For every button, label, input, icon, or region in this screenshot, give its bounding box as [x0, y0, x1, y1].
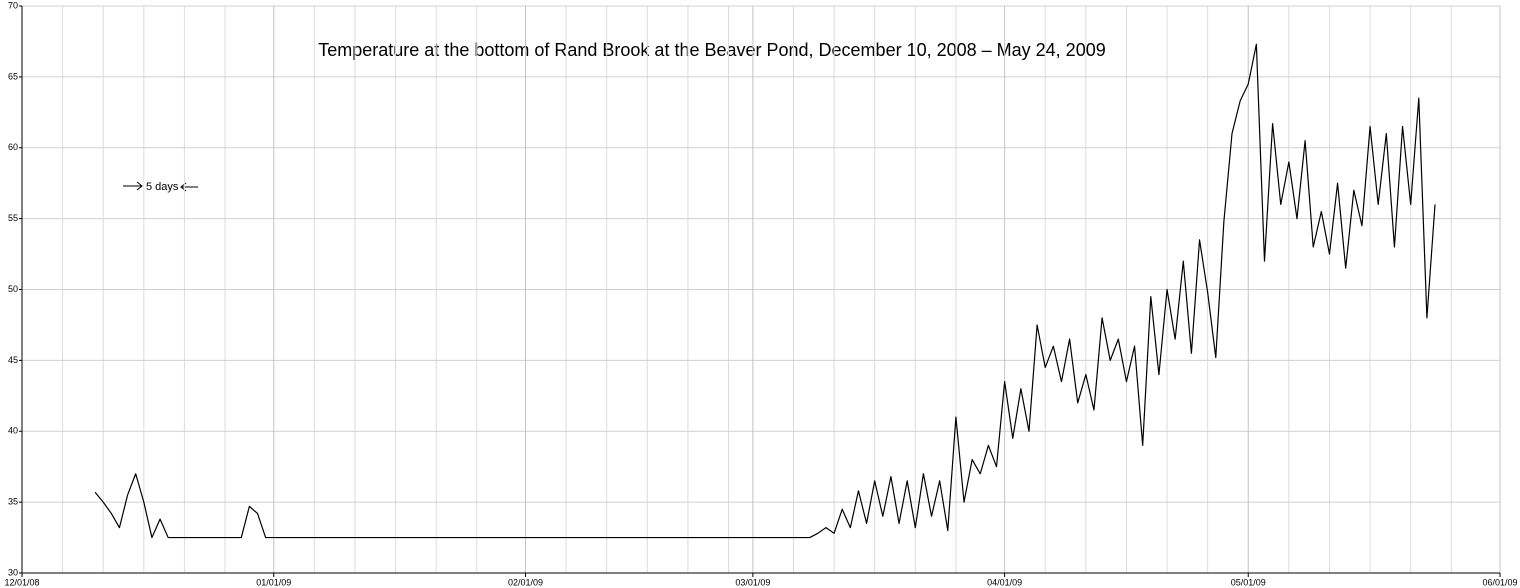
- x-tick-label: 05/01/09: [1231, 577, 1266, 587]
- y-tick-label: 40: [8, 426, 18, 436]
- y-tick-label: 70: [8, 0, 18, 10]
- x-tick-label: 02/01/09: [508, 577, 543, 587]
- y-tick-label: 65: [8, 71, 18, 81]
- y-tick-label: 60: [8, 142, 18, 152]
- chart-title: Temperature at the bottom of Rand Brook …: [318, 40, 1105, 60]
- x-tick-label: 06/01/09: [1482, 577, 1517, 587]
- y-tick-label: 55: [8, 213, 18, 223]
- y-tick-label: 45: [8, 355, 18, 365]
- annotation: 5 days: [146, 181, 179, 193]
- x-tick-label: 01/01/09: [256, 577, 291, 587]
- data-line: [94, 43, 1436, 539]
- y-tick-label: 35: [8, 497, 18, 507]
- x-tick-label: 12/01/08: [4, 577, 39, 587]
- x-tick-label: 03/01/09: [735, 577, 770, 587]
- y-tick-label: 30: [8, 567, 18, 577]
- y-tick-label: 50: [8, 284, 18, 294]
- arrow-head: [136, 181, 143, 191]
- x-tick-label: 04/01/09: [987, 577, 1022, 587]
